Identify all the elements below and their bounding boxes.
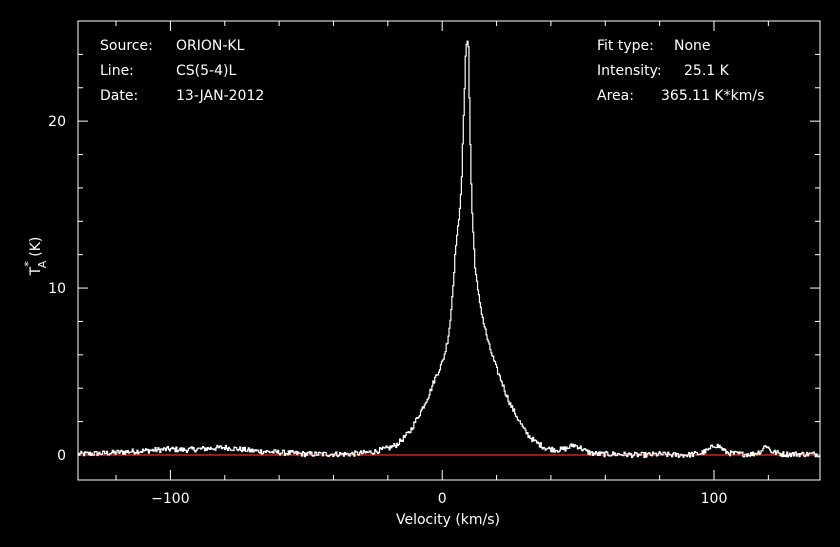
y-tick-label: 0 [57,448,66,464]
intensity-value: 25.1 K [684,63,730,79]
data-layer [78,40,821,459]
line-value: CS(5-4)L [176,63,236,79]
source-label: Source: [100,38,153,54]
date-value: 13-JAN-2012 [176,88,264,104]
y-axis-label: T*A (K) [22,237,49,277]
x-axis-label: Velocity (km/s) [396,512,500,528]
x-tick-label: 100 [701,491,728,507]
y-axis-label-main: T [28,266,44,276]
intensity-label: Intensity: [597,63,662,79]
plot-frame [77,20,821,481]
spectrum-line [78,40,821,459]
y-axis-label-sup: * [22,261,35,267]
x-tick-label: 0 [438,491,447,507]
y-axis-label-sub: A [36,260,49,268]
ticks-layer: −100 0 100 0 10 20 [48,21,820,507]
y-tick-label: 20 [48,114,66,130]
line-label: Line: [100,63,134,79]
area-value: 365.11 K*km/s [661,88,764,104]
header-left: Source: ORION-KL Line: CS(5-4)L Date: 13… [100,38,264,104]
area-label: Area: [597,88,634,104]
fit-type-value: None [674,38,711,54]
fit-type-label: Fit type: [597,38,654,54]
x-tick-label: −100 [151,491,189,507]
source-value: ORION-KL [176,38,245,54]
y-axis-label-unit: (K) [28,237,44,257]
date-label: Date: [100,88,138,104]
header-right: Fit type: None Intensity: 25.1 K Area: 3… [597,38,764,104]
y-tick-label: 10 [48,281,66,297]
